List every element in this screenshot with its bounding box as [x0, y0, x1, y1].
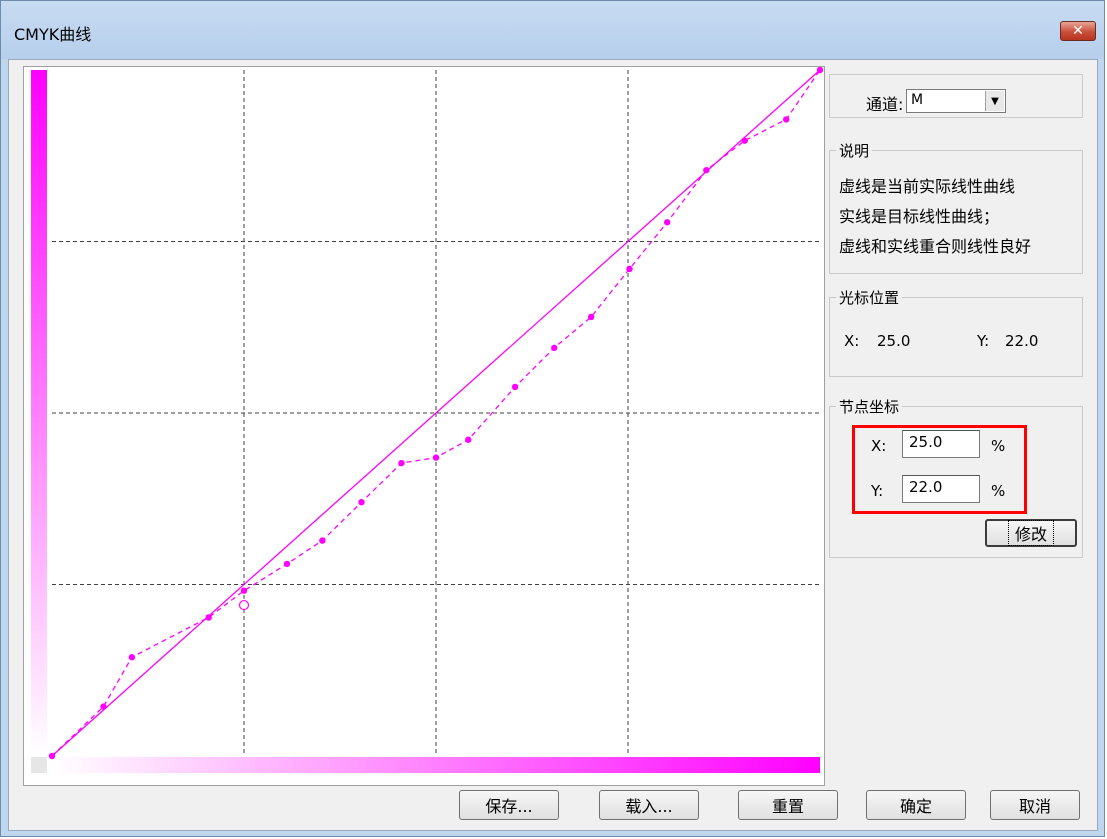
close-button[interactable]: ✕: [1060, 21, 1096, 41]
curve-node-point-7: [358, 498, 365, 506]
node-x-input[interactable]: 25.0: [902, 430, 980, 458]
curve-node-point-8: [398, 459, 405, 467]
description-line-2: 实线是目标线性曲线；: [839, 207, 1000, 226]
curve-node-point-1: [100, 703, 107, 710]
curve-node-point-16: [703, 166, 710, 174]
actual-curve-line: [51, 69, 821, 757]
channel-select[interactable]: M ▼: [906, 89, 1006, 113]
channel-group: [829, 74, 1083, 118]
load-button[interactable]: 载入...: [599, 790, 699, 820]
reset-button[interactable]: 重置: [738, 790, 838, 820]
curve-node-point-11: [511, 383, 519, 391]
node-y-label: Y:: [871, 482, 884, 500]
node-coordinate-title: 节点坐标: [836, 396, 903, 417]
title-bar: CMYK曲线 ✕: [1, 1, 1104, 59]
horizontal-gradient-bar: [52, 757, 820, 773]
dialog-client-area: 通道: M ▼ 说明 虚线是当前实际线性曲线 实线是目标线性曲线； 虚线和实线重…: [8, 59, 1098, 831]
curve-node-point-4: [240, 587, 248, 594]
curve-node-point-2: [128, 654, 136, 661]
cursor-y-value: 22.0: [1005, 332, 1039, 350]
cursor-position-group: 光标位置: [829, 287, 1083, 377]
curve-chart-panel[interactable]: [23, 66, 825, 786]
curve-node-point-3: [205, 614, 212, 621]
window-title: CMYK曲线: [14, 25, 92, 44]
curve-node-point-19: [816, 67, 824, 74]
save-button[interactable]: 保存...: [459, 790, 559, 820]
curve-node-point-10: [465, 436, 472, 443]
curve-plot[interactable]: [24, 67, 824, 785]
chevron-down-icon[interactable]: ▼: [985, 91, 1004, 111]
description-line-1: 虚线是当前实际线性曲线: [839, 177, 1016, 196]
cursor-x-value: 25.0: [877, 332, 911, 350]
description-title: 说明: [836, 140, 873, 161]
curve-node-point-0: [48, 752, 56, 760]
cursor-x-label: X:: [844, 332, 860, 350]
channel-value: M: [911, 92, 924, 108]
node-x-unit: %: [991, 437, 1006, 455]
node-y-unit: %: [991, 482, 1006, 500]
cursor-y-label: Y:: [977, 332, 990, 350]
curve-node-point-14: [626, 265, 633, 273]
gradient-corner: [31, 757, 47, 773]
node-y-input[interactable]: 22.0: [902, 475, 980, 503]
node-x-label: X:: [871, 437, 887, 455]
selected-node-marker: [238, 599, 250, 611]
cursor-position-title: 光标位置: [836, 287, 903, 308]
cancel-button[interactable]: 取消: [990, 790, 1080, 820]
node-coordinate-group: 节点坐标: [829, 396, 1083, 558]
curve-node-point-15: [663, 219, 671, 226]
highlight-box: [852, 425, 1027, 514]
curve-node-point-13: [587, 313, 595, 321]
curve-node-point-12: [551, 344, 558, 352]
modify-button-label: 修改: [1007, 520, 1054, 546]
vertical-gradient-bar: [31, 70, 47, 756]
curve-node-point-18: [783, 116, 790, 123]
description-group: 说明: [829, 140, 1083, 274]
modify-button[interactable]: 修改: [985, 519, 1077, 547]
curve-node-point-17: [741, 137, 748, 144]
curve-node-point-9: [432, 454, 440, 461]
target-curve-line: [51, 69, 821, 757]
description-line-3: 虚线和实线重合则线性良好: [839, 237, 1032, 256]
curve-node-point-5: [283, 560, 291, 568]
channel-label: 通道:: [866, 95, 904, 114]
ok-button[interactable]: 确定: [866, 790, 966, 820]
curve-node-point-6: [319, 537, 326, 544]
